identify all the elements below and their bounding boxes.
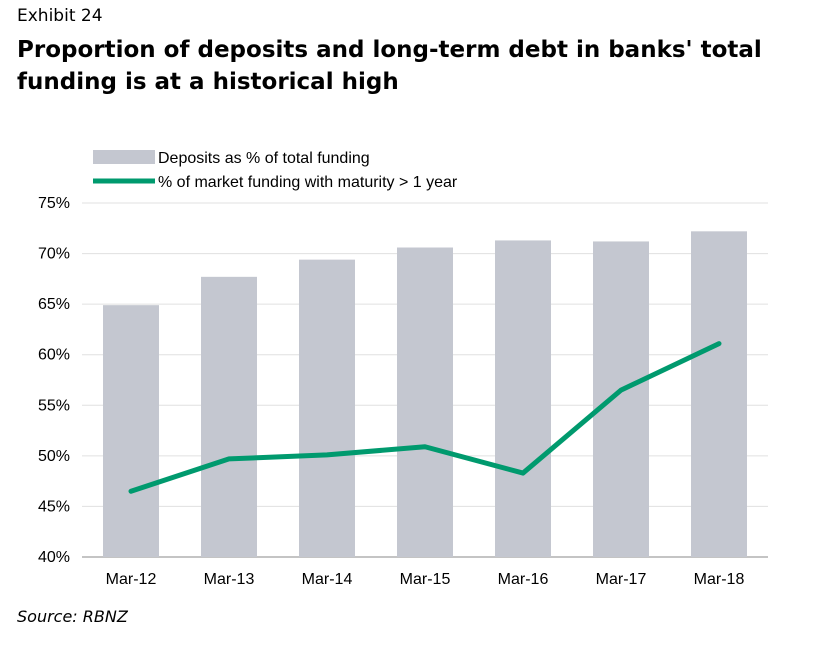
bar	[103, 305, 159, 557]
bar	[299, 259, 355, 557]
y-tick-label: 50%	[38, 448, 70, 465]
x-tick-label: Mar-17	[596, 571, 647, 588]
y-tick-label: 40%	[38, 549, 70, 566]
bar	[495, 240, 551, 557]
bar	[691, 231, 747, 557]
legend-label-market-funding: % of market funding with maturity > 1 ye…	[158, 174, 458, 191]
x-tick-label: Mar-13	[204, 571, 255, 588]
y-tick-label: 75%	[38, 195, 70, 212]
x-tick-label: Mar-15	[400, 571, 451, 588]
y-axis: 40% 45% 50% 55% 60% 65% 70% 75%	[38, 195, 70, 566]
y-tick-label: 60%	[38, 347, 70, 364]
line-series	[128, 341, 722, 494]
legend: Deposits as % of total funding % of marke…	[93, 150, 458, 191]
source-note: Source: RBNZ	[17, 607, 128, 626]
y-tick-label: 55%	[38, 397, 70, 414]
x-tick-label: Mar-12	[106, 571, 157, 588]
y-tick-label: 70%	[38, 246, 70, 263]
bar-series	[103, 231, 747, 558]
bar	[201, 276, 257, 557]
legend-swatch-bar	[93, 150, 155, 164]
y-tick-label: 45%	[38, 498, 70, 515]
bar	[593, 241, 649, 558]
x-tick-label: Mar-14	[302, 571, 353, 588]
bar	[397, 247, 453, 557]
x-axis: Mar-12 Mar-13 Mar-14 Mar-15 Mar-16 Mar-17 Mar-…	[106, 571, 745, 588]
x-tick-label: Mar-18	[694, 571, 745, 588]
x-tick-label: Mar-16	[498, 571, 549, 588]
y-tick-label: 65%	[38, 296, 70, 313]
exhibit-label: Exhibit 24	[17, 6, 103, 26]
legend-label-deposits: Deposits as % of total funding	[158, 150, 370, 167]
chart-title: Proportion of deposits and long-term deb…	[17, 37, 762, 95]
